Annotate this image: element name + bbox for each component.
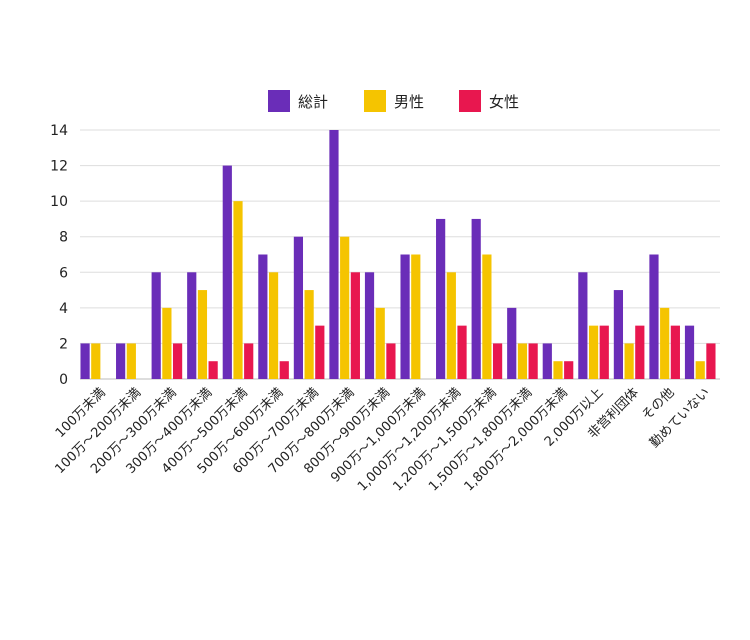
legend-label: 総計 — [298, 93, 328, 111]
x-axis-labels: 100万未満100万〜200万未満200万〜300万未満300万〜400万未満4… — [52, 385, 713, 494]
bar-男性-3 — [197, 290, 208, 379]
y-tick-label: 14 — [50, 123, 68, 139]
bar-男性-11 — [482, 254, 492, 379]
bar-女性-6 — [315, 325, 325, 379]
bar-男性-14 — [588, 325, 599, 379]
bar-男性-16 — [660, 307, 670, 379]
bar-男性-5 — [268, 272, 279, 379]
bar-総計-0 — [80, 343, 90, 379]
bar-総計-16 — [649, 254, 659, 379]
bar-総計-6 — [293, 236, 304, 379]
bar-総計-2 — [151, 272, 161, 379]
bar-総計-1 — [116, 343, 126, 379]
y-tick-label: 4 — [59, 301, 68, 317]
legend-swatch-男性 — [364, 90, 386, 112]
bar-女性-15 — [635, 325, 645, 379]
bar-女性-8 — [386, 343, 396, 379]
grid-lines — [80, 129, 720, 380]
bar-総計-14 — [578, 272, 588, 379]
bar-男性-9 — [411, 254, 421, 379]
bar-総計-12 — [507, 307, 517, 379]
bar-男性-6 — [304, 290, 314, 379]
legend: 総計 男性 女性 — [268, 90, 519, 112]
bar-総計-7 — [329, 130, 339, 379]
bar-男性-8 — [375, 307, 385, 379]
legend-label: 女性 — [489, 93, 519, 111]
y-tick-label: 8 — [59, 230, 68, 246]
bar-総計-3 — [187, 272, 197, 379]
bar-総計-13 — [542, 343, 552, 379]
bar-総計-17 — [684, 325, 695, 379]
bar-女性-7 — [350, 272, 360, 379]
bar-男性-13 — [553, 361, 563, 379]
y-tick-label: 6 — [59, 265, 68, 281]
bar-女性-11 — [492, 343, 503, 379]
bar-女性-10 — [457, 325, 467, 379]
bar-女性-2 — [172, 343, 183, 379]
bar-女性-4 — [244, 343, 254, 379]
bar-総計-5 — [258, 254, 268, 379]
bar-男性-4 — [233, 201, 243, 379]
y-tick-label: 2 — [59, 336, 68, 352]
legend-swatch-女性 — [459, 90, 481, 112]
bar-男性-17 — [695, 361, 705, 379]
y-tick-label: 10 — [50, 194, 68, 210]
bar-女性-3 — [208, 361, 218, 379]
bar-総計-4 — [222, 165, 232, 379]
bar-総計-15 — [613, 290, 624, 379]
bar-女性-12 — [528, 343, 538, 379]
y-axis-ticks: 0 2 4 6 8 10 12 14 — [50, 123, 68, 388]
bars — [80, 130, 716, 379]
bar-女性-14 — [599, 325, 609, 379]
bar-総計-8 — [364, 272, 375, 379]
bar-総計-9 — [400, 254, 410, 379]
legend-swatch-総計 — [268, 90, 290, 112]
bar-女性-13 — [564, 361, 574, 379]
bar-男性-2 — [162, 307, 172, 379]
bar-総計-10 — [436, 218, 446, 379]
bar-男性-0 — [91, 343, 101, 379]
bar-男性-1 — [126, 343, 136, 379]
bar-女性-17 — [706, 343, 716, 379]
bar-男性-12 — [517, 343, 528, 379]
bar-男性-10 — [446, 272, 456, 379]
legend-label: 男性 — [394, 93, 424, 111]
bar-男性-15 — [624, 343, 634, 379]
bar-女性-5 — [279, 361, 289, 379]
bar-男性-7 — [340, 236, 350, 379]
y-tick-label: 0 — [59, 372, 68, 388]
bar-総計-11 — [471, 218, 481, 379]
y-tick-label: 12 — [50, 159, 68, 175]
bar-女性-16 — [670, 325, 680, 379]
